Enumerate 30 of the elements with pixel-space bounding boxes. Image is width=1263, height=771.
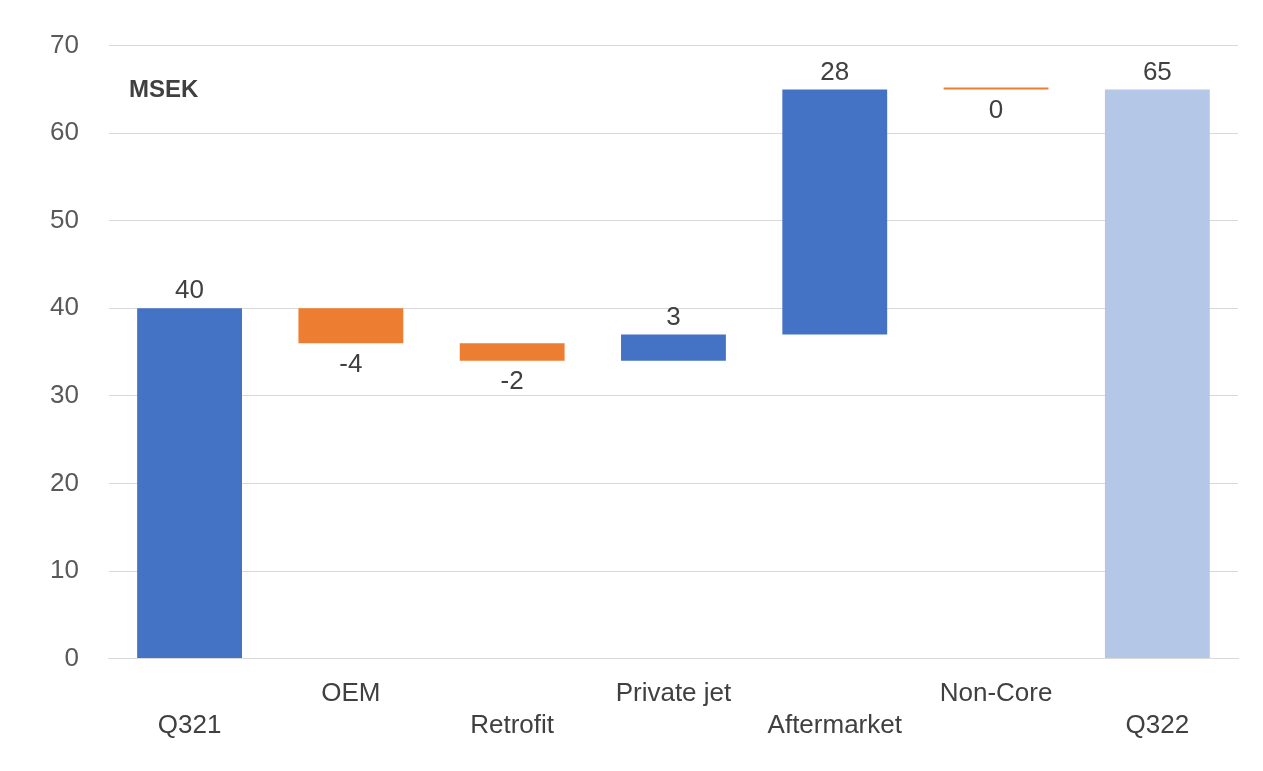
data-label: 40: [175, 274, 205, 305]
bar: [298, 308, 404, 344]
x-tick-label: OEM: [321, 677, 381, 708]
data-label: 65: [1142, 55, 1172, 86]
y-tick-label: 0: [64, 641, 79, 672]
x-tick-label: Non-Core: [939, 677, 1053, 708]
data-label: 0: [988, 93, 1004, 124]
bar: [459, 343, 565, 361]
data-label: -2: [500, 365, 524, 396]
data-label: -4: [339, 347, 363, 378]
data-label: 3: [666, 300, 681, 331]
x-tick-label: Aftermarket: [767, 708, 903, 739]
x-tick-label: Q322: [1125, 708, 1190, 739]
x-tick-label: Retrofit: [470, 708, 555, 739]
annotation: MSEK: [128, 75, 199, 103]
x-tick-label: Private jet: [615, 677, 733, 708]
bar: [1104, 89, 1210, 659]
bar: [137, 308, 242, 659]
y-tick-label: 10: [50, 554, 79, 585]
y-tick-label: 40: [50, 291, 79, 322]
y-tick-label: 20: [50, 466, 79, 497]
y-tick-label: 50: [50, 203, 79, 234]
bar: [782, 89, 888, 335]
y-tick-label: 70: [50, 28, 79, 59]
y-tick-label: 30: [50, 379, 79, 410]
x-tick-label: Q321: [157, 708, 222, 739]
bar: [943, 87, 1049, 90]
data-label: 28: [820, 55, 850, 86]
y-tick-label: 60: [50, 116, 79, 147]
bar: [621, 334, 726, 361]
